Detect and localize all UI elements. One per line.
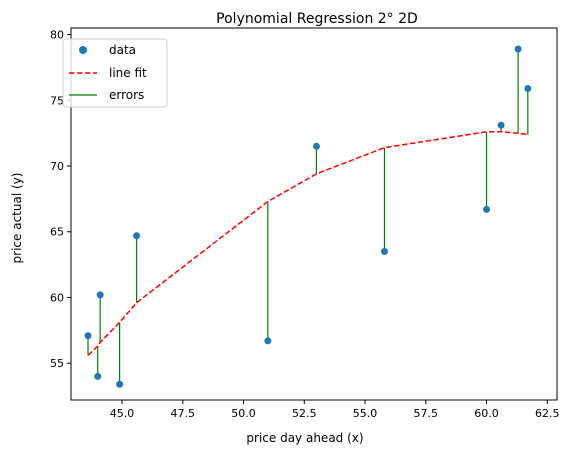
legend: data line fit errors xyxy=(62,38,168,108)
data-point xyxy=(133,232,141,240)
legend-label-line-fit: line fit xyxy=(109,66,147,80)
data-point xyxy=(264,337,272,345)
y-tick-label: 65 xyxy=(50,226,64,239)
x-tick-label: 45.0 xyxy=(110,407,135,420)
x-tick-label: 57.5 xyxy=(414,407,439,420)
data-point xyxy=(483,205,491,213)
y-tick-label: 55 xyxy=(50,357,64,370)
chart-title: Polynomial Regression 2° 2D xyxy=(216,11,418,27)
data-point xyxy=(497,121,505,129)
x-tick-label: 60.0 xyxy=(474,407,499,420)
legend-label-errors: errors xyxy=(109,88,144,102)
x-axis-label: price day ahead (x) xyxy=(246,431,363,445)
data-point xyxy=(312,142,320,150)
legend-label-data: data xyxy=(109,43,136,57)
y-tick-label: 70 xyxy=(50,160,64,173)
y-tick-label: 80 xyxy=(50,29,64,42)
x-tick-label: 52.5 xyxy=(292,407,317,420)
y-axis: 55 60 65 70 75 80 xyxy=(50,29,71,370)
data-point xyxy=(96,291,104,299)
data-series xyxy=(84,45,532,388)
errors-series xyxy=(87,49,529,385)
x-tick-label: 50.0 xyxy=(231,407,256,420)
x-axis: 45.0 47.5 50.0 52.5 55.0 57.5 60.0 62.5 xyxy=(110,400,560,420)
data-point xyxy=(514,45,522,53)
data-point xyxy=(94,372,102,380)
legend-box xyxy=(62,38,168,108)
x-tick-label: 62.5 xyxy=(535,407,560,420)
x-tick-label: 55.0 xyxy=(353,407,378,420)
data-point xyxy=(116,380,124,388)
data-point xyxy=(84,332,92,340)
plot-area-frame xyxy=(70,27,558,401)
x-tick-label: 47.5 xyxy=(171,407,196,420)
data-point xyxy=(380,247,388,255)
y-tick-label: 75 xyxy=(50,94,64,107)
data-point xyxy=(524,84,532,92)
y-axis-label: price actual (y) xyxy=(10,173,24,264)
legend-data-marker xyxy=(79,46,87,54)
y-tick-label: 60 xyxy=(50,291,64,304)
line-fit-series xyxy=(87,131,528,356)
